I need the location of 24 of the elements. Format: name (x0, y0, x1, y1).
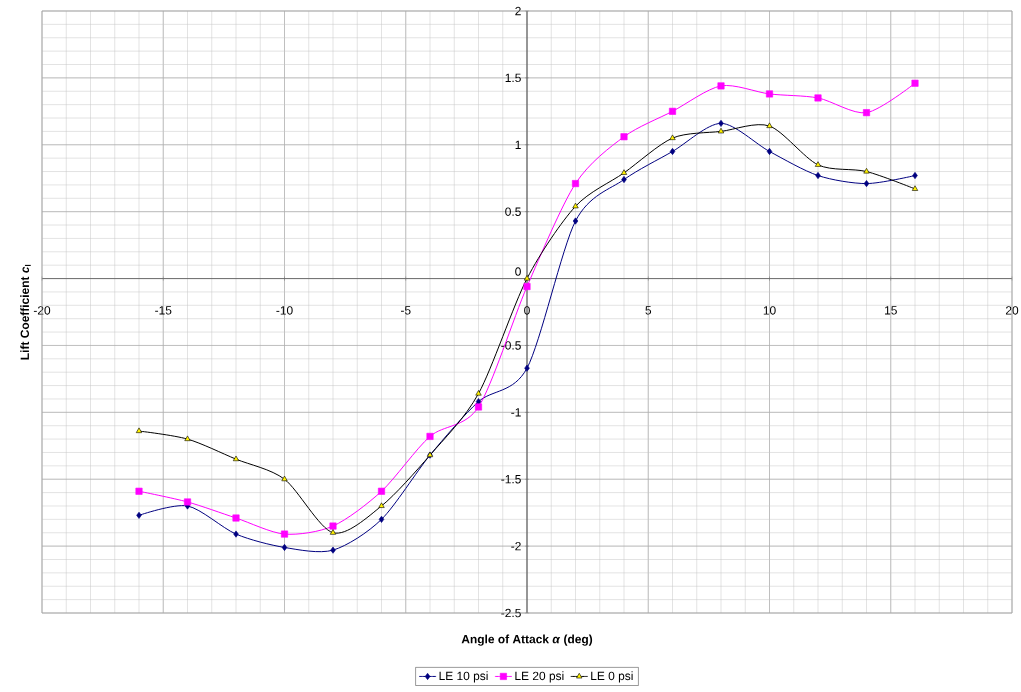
y-axis-title: Lift Coefficient c$_{l}$ (20, 264, 31, 360)
y-tick-label: -0.5 (501, 341, 521, 350)
y-tick-label: -1.5 (501, 475, 521, 484)
y-tick-label: -2 (511, 541, 521, 551)
y-tick-label: 1.5 (505, 73, 521, 83)
x-tick-label: -15 (155, 306, 172, 315)
y-tick-label: 2 (515, 6, 521, 16)
x-tick-label: 5 (645, 306, 652, 315)
legend-label: LE 20 psi (515, 671, 564, 683)
x-tick-label: 10 (763, 306, 776, 315)
legend-label: LE 10 psi (439, 671, 488, 683)
y-tick-label: 0.5 (505, 207, 521, 216)
y-tick-label: 1 (515, 140, 521, 149)
y-tick-label: -1 (511, 408, 521, 417)
x-axis-title: Angle of Attack α (deg) (461, 634, 593, 646)
x-tick-label: -5 (400, 306, 411, 315)
x-tick-label: 20 (1005, 306, 1019, 315)
legend-label: LE 0 psi (591, 671, 633, 683)
x-tick-label: 15 (885, 306, 897, 315)
y-tick-label: -2.5 (501, 608, 521, 618)
x-tick-label: -10 (276, 306, 293, 315)
y-tick-label: 0 (515, 267, 521, 276)
x-tick-label: -20 (33, 306, 51, 315)
x-tick-label: 0 (524, 306, 530, 315)
